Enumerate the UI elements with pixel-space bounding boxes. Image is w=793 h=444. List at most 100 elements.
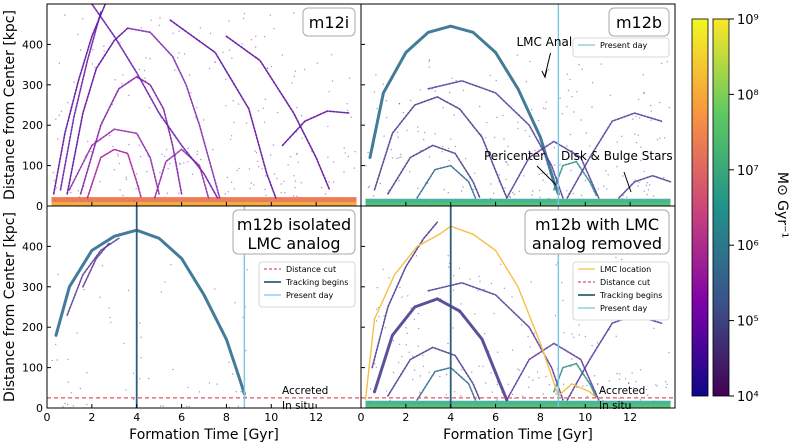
insitu-core — [51, 202, 357, 206]
scatter-point — [538, 377, 540, 379]
scatter-point — [428, 371, 430, 374]
scatter-point — [188, 405, 190, 408]
scatter-point — [139, 322, 141, 324]
scatter-point — [407, 295, 409, 297]
scatter-point — [316, 62, 318, 64]
scatter-point — [545, 101, 547, 103]
scatter-point — [122, 74, 124, 76]
scatter-point — [460, 303, 462, 305]
colorbar-tick-label: 10⁴ — [737, 390, 759, 405]
x-axis-label: Formation Time [Gyr] — [129, 427, 279, 443]
scatter-point — [101, 264, 104, 267]
scatter-point — [465, 158, 467, 160]
scatter-point — [136, 173, 138, 175]
scatter-point — [368, 185, 370, 187]
annotation-lmc-analog: LMC Analog — [516, 35, 587, 49]
scatter-point — [148, 377, 150, 380]
scatter-point — [632, 387, 635, 389]
scatter-point — [638, 98, 640, 101]
panel-title-box — [232, 209, 356, 255]
scatter-point — [232, 373, 234, 375]
panel-title-box — [302, 7, 356, 37]
scatter-point — [494, 136, 496, 139]
scatter-point — [228, 20, 230, 22]
scatter-point — [539, 196, 541, 198]
scatter-point — [516, 54, 518, 56]
scatter-point — [67, 102, 69, 104]
scatter-point — [632, 118, 634, 120]
scatter-point — [293, 75, 296, 78]
scatter-point — [116, 153, 119, 155]
x-tick-label: 0 — [44, 411, 51, 424]
scatter-point — [406, 129, 408, 132]
scatter-point — [635, 380, 637, 383]
scatter-point — [618, 378, 621, 380]
scatter-point — [103, 45, 105, 47]
scatter-point — [434, 133, 436, 135]
scatter-point — [507, 383, 509, 385]
scatter-point — [582, 385, 584, 387]
scatter-point — [511, 393, 514, 395]
scatter-point — [616, 372, 618, 375]
scatter-point — [373, 91, 376, 93]
stream-2 — [553, 160, 598, 197]
legend-label-tracking: Tracking begins — [599, 291, 662, 300]
scatter-point — [471, 371, 473, 373]
scatter-point — [600, 63, 602, 65]
scatter-point — [196, 153, 198, 156]
scatter-point — [165, 148, 168, 151]
y-tick-label: 400 — [22, 240, 43, 253]
scatter-point — [227, 191, 230, 193]
colorbar-viridis — [712, 18, 730, 397]
scatter-point — [655, 384, 657, 386]
scatter-point — [66, 403, 69, 406]
x-tick-label: 4 — [447, 411, 454, 424]
scatter-point — [272, 144, 275, 146]
scatter-point — [296, 195, 298, 197]
scatter-point — [533, 332, 535, 335]
scatter-point — [417, 130, 419, 133]
scatter-point — [369, 388, 372, 390]
scatter-point — [294, 70, 297, 72]
scatter-point — [635, 115, 637, 118]
scatter-point — [324, 193, 327, 195]
label-insitu: In situ — [599, 400, 631, 412]
scatter-point — [622, 194, 625, 197]
scatter-point — [668, 106, 670, 109]
scatter-point — [491, 391, 494, 393]
colorbar-tick-label: 10⁸ — [737, 88, 759, 103]
panel-1: m12i — [46, 3, 362, 207]
scatter-point — [503, 287, 506, 289]
scatter-point — [517, 121, 519, 123]
label-accreted: Accreted — [599, 385, 645, 397]
scatter-point — [158, 24, 160, 26]
scatter-point — [328, 91, 330, 93]
scatter-point — [580, 119, 582, 121]
panel-title: LMC analog — [247, 234, 340, 253]
scatter-point — [527, 336, 529, 338]
scatter-point — [99, 296, 101, 298]
scatter-point — [448, 147, 450, 150]
scatter-point — [544, 108, 547, 110]
scatter-point — [245, 122, 248, 124]
scatter-point — [57, 273, 59, 276]
scatter-point — [303, 68, 306, 71]
scatter-point — [293, 12, 295, 14]
scatter-point — [255, 152, 258, 154]
scatter-point — [177, 57, 179, 59]
scatter-point — [122, 194, 124, 197]
scatter-point — [608, 380, 610, 382]
scatter-point — [273, 28, 275, 30]
y-tick-label: 300 — [22, 281, 43, 294]
scatter-point — [584, 335, 587, 338]
scatter-point — [149, 58, 151, 60]
scatter-point — [528, 135, 531, 137]
scatter-point — [563, 332, 565, 334]
scatter-point — [524, 129, 527, 132]
scatter-point — [542, 393, 544, 395]
scatter-point — [528, 150, 530, 152]
scatter-point — [367, 186, 370, 189]
scatter-point — [379, 182, 382, 185]
scatter-point — [631, 372, 633, 374]
scatter-point — [562, 299, 564, 302]
